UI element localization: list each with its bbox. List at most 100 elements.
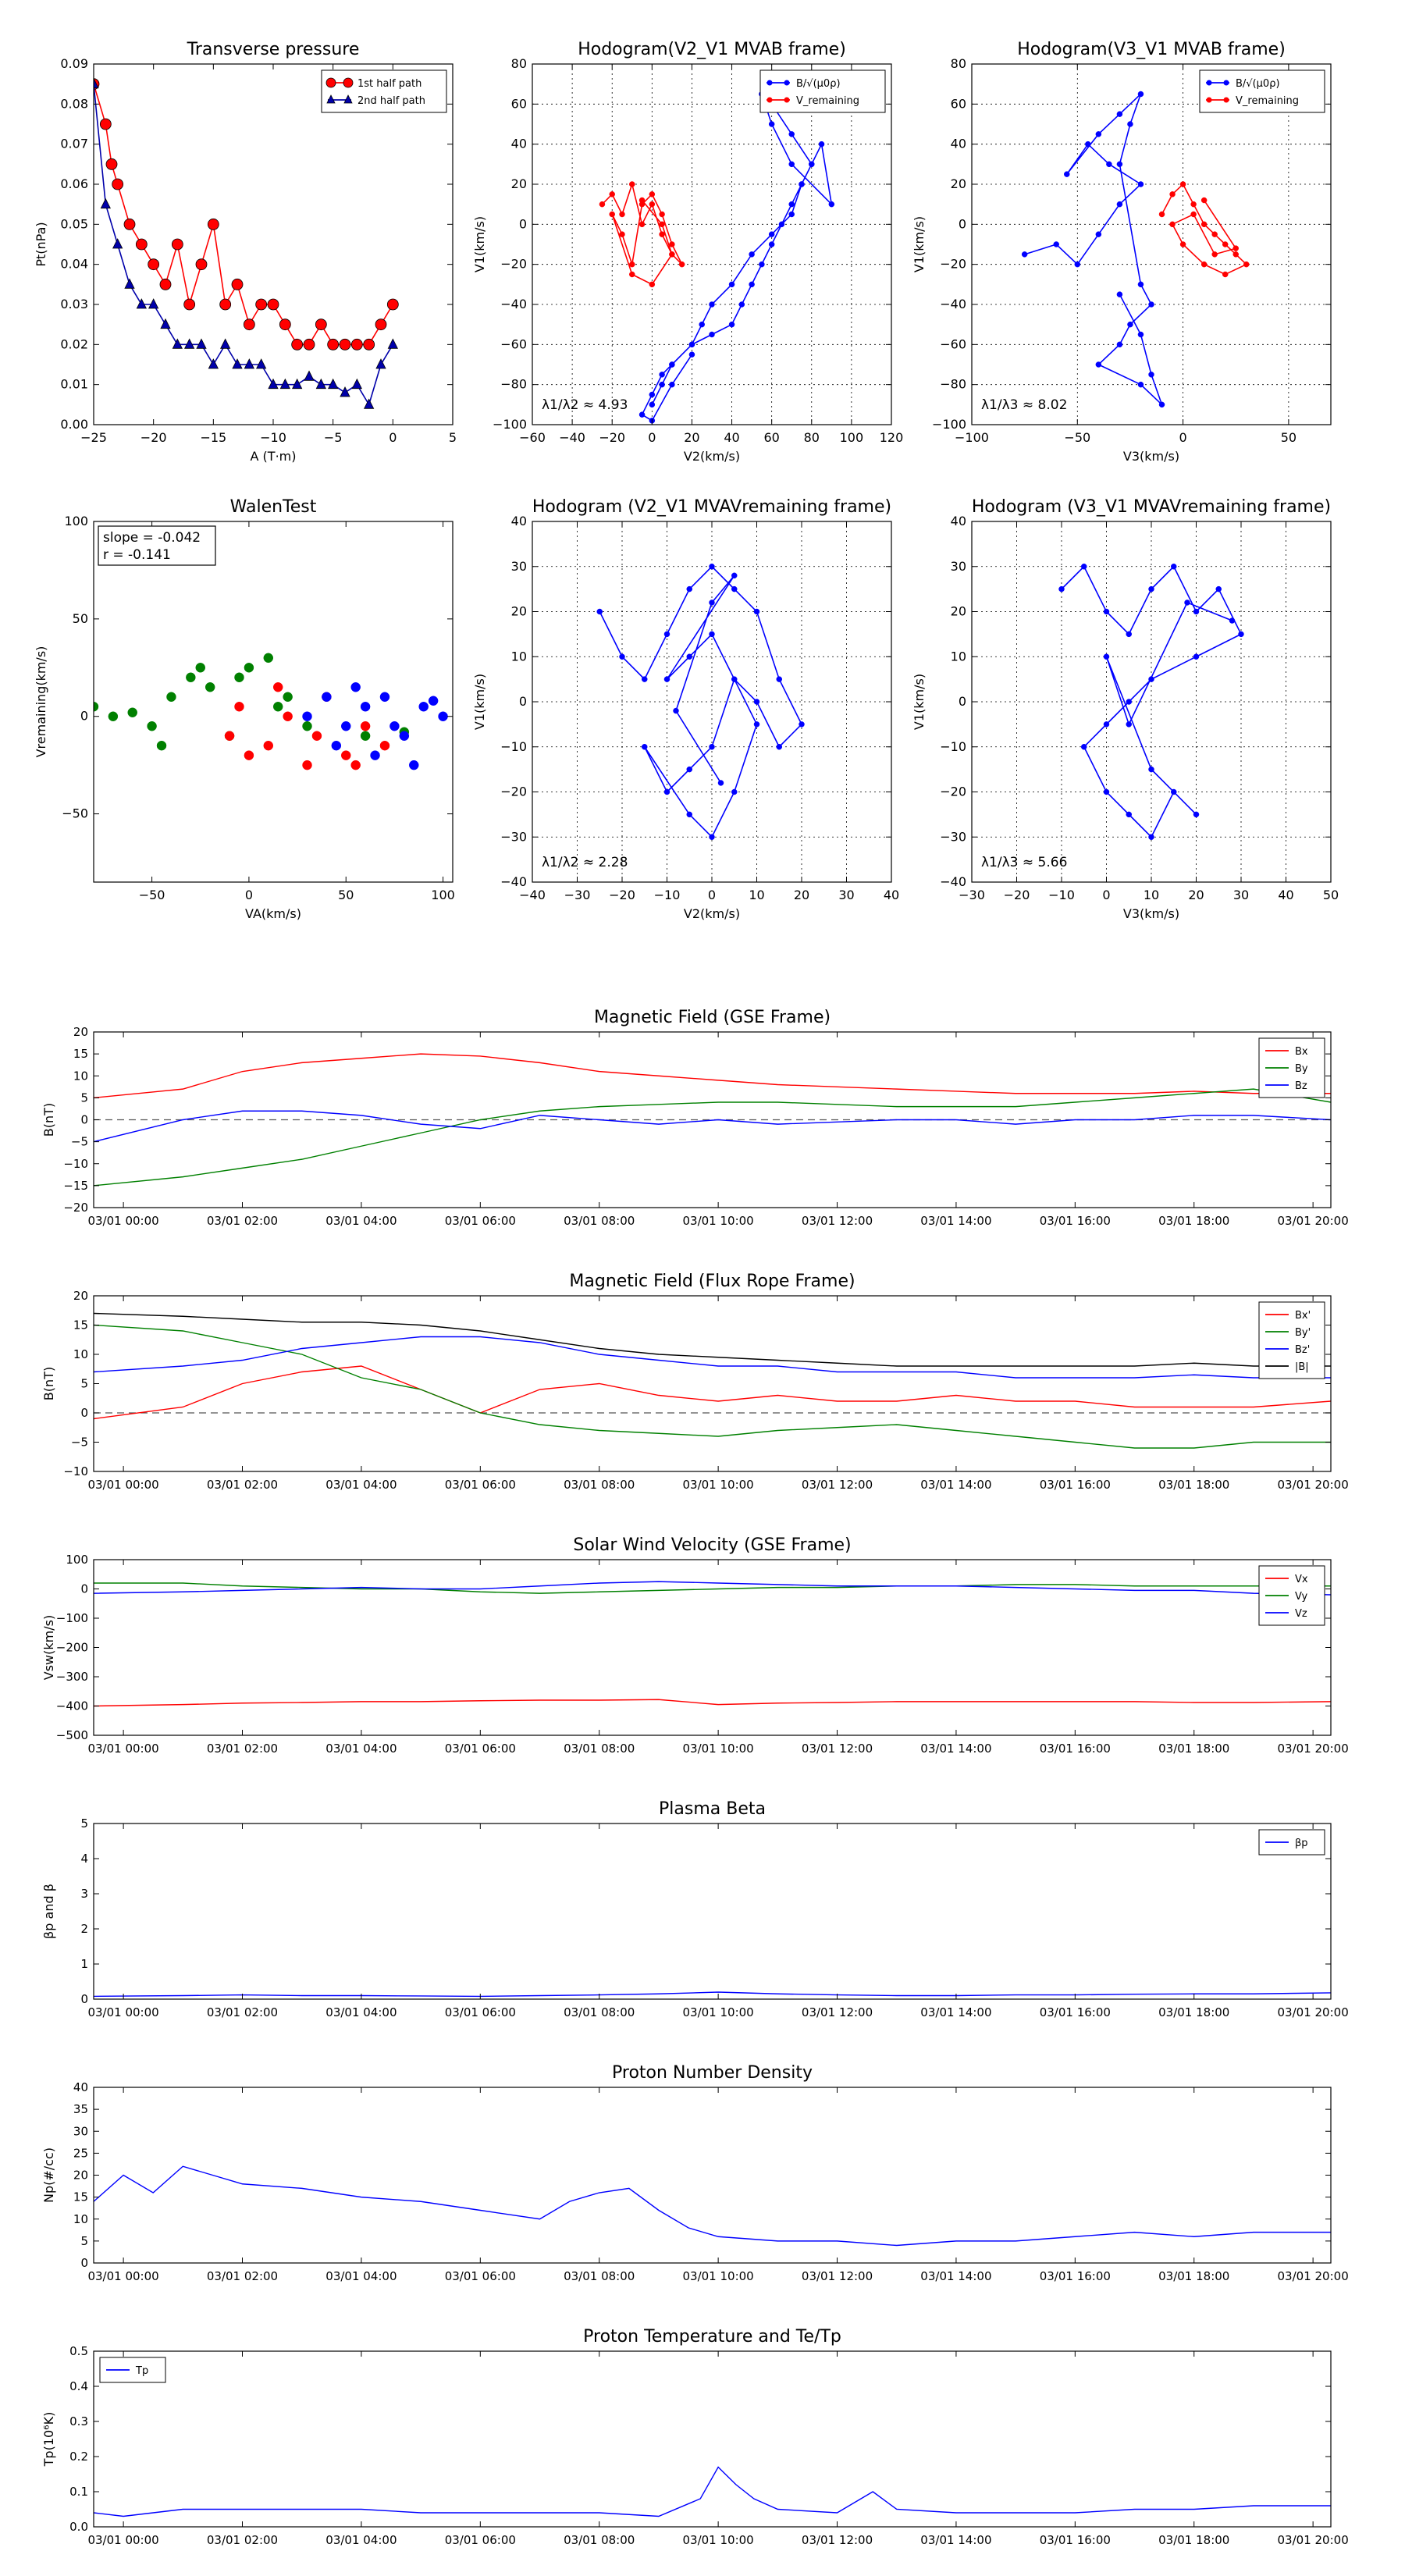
data-point: [663, 788, 670, 795]
legend-label: Bz: [1295, 1080, 1307, 1092]
x-tick-label: 03/01 16:00: [1040, 1214, 1111, 1228]
y-tick-label: −20: [940, 257, 966, 272]
y-tick-label: 0: [80, 1406, 88, 1420]
y-tick-label: 0.5: [69, 2344, 88, 2358]
data-point: [244, 663, 254, 673]
x-tick-label: 03/01 20:00: [1278, 1214, 1349, 1228]
y-tick-label: −80: [940, 377, 966, 392]
y-tick-label: 0.02: [60, 336, 88, 351]
series-line-bz: [94, 1110, 1331, 1143]
y-tick-label: −5: [71, 1436, 88, 1450]
x-tick-label: 03/01 10:00: [683, 2005, 754, 2019]
y-tick-label: 10: [73, 1069, 88, 1083]
data-point: [659, 211, 665, 218]
legend-label: Tp: [135, 2365, 148, 2377]
data-point: [1148, 676, 1154, 682]
legend-label: B/√(μ0ρ): [1236, 78, 1280, 90]
data-point: [1229, 617, 1236, 624]
y-tick-label: 20: [73, 1289, 88, 1303]
y-tick-label: 0.05: [60, 216, 88, 231]
x-tick-label: 20: [684, 430, 699, 445]
data-point: [303, 338, 315, 350]
plot-frame: [93, 2350, 1332, 2528]
legend-label: 1st half path: [357, 78, 422, 90]
x-tick-label: 03/01 16:00: [1040, 2269, 1111, 2283]
x-tick-label: −25: [80, 430, 107, 445]
data-point: [1058, 585, 1065, 592]
y-axis-label: B(nT): [41, 1367, 56, 1400]
data-point: [370, 750, 380, 760]
x-tick-label: 03/01 02:00: [207, 2533, 278, 2547]
data-point: [686, 766, 692, 773]
y-axis-label: Vremaining(km/s): [34, 646, 48, 758]
data-point: [428, 696, 439, 706]
x-tick-label: 03/01 06:00: [445, 2533, 516, 2547]
data-point: [649, 391, 656, 398]
legend-label: |B|: [1295, 1361, 1309, 1373]
data-point: [127, 707, 137, 717]
data-point: [1148, 834, 1154, 840]
legend: Bx' By' Bz' |B|: [1258, 1301, 1325, 1379]
legend: βp: [1258, 1829, 1325, 1856]
x-tick-label: 03/01 00:00: [87, 2269, 158, 2283]
data-point: [1179, 181, 1186, 187]
series-line-by-: [94, 1324, 1331, 1449]
x-tick-label: 03/01 08:00: [564, 1478, 635, 1492]
data-point: [599, 201, 606, 208]
data-point: [340, 720, 351, 731]
y-tick-label: 0.1: [69, 2485, 88, 2499]
series-line-bz-: [94, 1336, 1331, 1379]
y-tick-label: 0.04: [60, 257, 88, 272]
x-tick-label: 03/01 04:00: [325, 2269, 397, 2283]
x-tick-label: 03/01 00:00: [87, 1214, 158, 1228]
x-tick-label: 03/01 18:00: [1158, 1478, 1229, 1492]
x-axis-label: A (T·m): [251, 449, 297, 464]
chart-title: Hodogram(V3_V1 MVAB frame): [1017, 40, 1286, 59]
y-tick-label: −50: [62, 806, 88, 821]
legend-marker: [1206, 80, 1212, 86]
x-tick-label: 03/01 16:00: [1040, 2005, 1111, 2019]
data-point: [709, 600, 715, 606]
y-tick-label: 80: [511, 56, 527, 71]
legend: Tp: [99, 2357, 166, 2383]
y-tick-label: −80: [500, 377, 527, 392]
data-point: [1200, 221, 1208, 228]
data-point: [1190, 201, 1197, 208]
x-tick-label: 03/01 10:00: [683, 1478, 754, 1492]
x-tick-label: 03/01 16:00: [1040, 1742, 1111, 1756]
x-tick-label: −10: [260, 430, 286, 445]
y-tick-label: −60: [500, 336, 527, 351]
data-point: [315, 378, 326, 390]
data-point: [686, 653, 692, 660]
data-point: [172, 338, 183, 349]
data-point: [1106, 161, 1112, 168]
x-tick-label: 03/01 20:00: [1278, 1742, 1349, 1756]
data-point: [788, 211, 795, 218]
y-tick-label: −5: [71, 1135, 88, 1149]
y-tick-label: 15: [73, 2190, 88, 2204]
data-point: [108, 711, 119, 721]
y-tick-label: 30: [511, 559, 527, 574]
data-point: [418, 701, 429, 712]
y-tick-label: −40: [940, 874, 966, 889]
data-point: [799, 181, 805, 187]
data-point: [1137, 381, 1144, 388]
data-point: [105, 158, 118, 170]
data-point: [1215, 585, 1222, 592]
data-point: [663, 676, 670, 682]
x-tick-label: 03/01 10:00: [683, 2269, 754, 2283]
data-point: [1095, 361, 1102, 368]
x-tick-label: 03/01 20:00: [1278, 2269, 1349, 2283]
data-point: [731, 788, 738, 795]
x-tick-label: 0: [708, 888, 716, 902]
data-point: [1193, 653, 1200, 660]
x-tick-label: 03/01 08:00: [564, 1742, 635, 1756]
chart-panel-8: 03/01 00:00 03/01 02:00 03/01 04:00 03/01 0…: [41, 1272, 1349, 1492]
y-tick-label: 40: [511, 514, 527, 528]
y-tick-label: −20: [63, 1201, 88, 1215]
x-tick-label: −20: [599, 430, 625, 445]
legend-label: Vz: [1295, 1608, 1307, 1620]
data-point: [184, 338, 195, 349]
y-tick-label: 0: [80, 2256, 88, 2270]
data-point: [1095, 131, 1102, 137]
